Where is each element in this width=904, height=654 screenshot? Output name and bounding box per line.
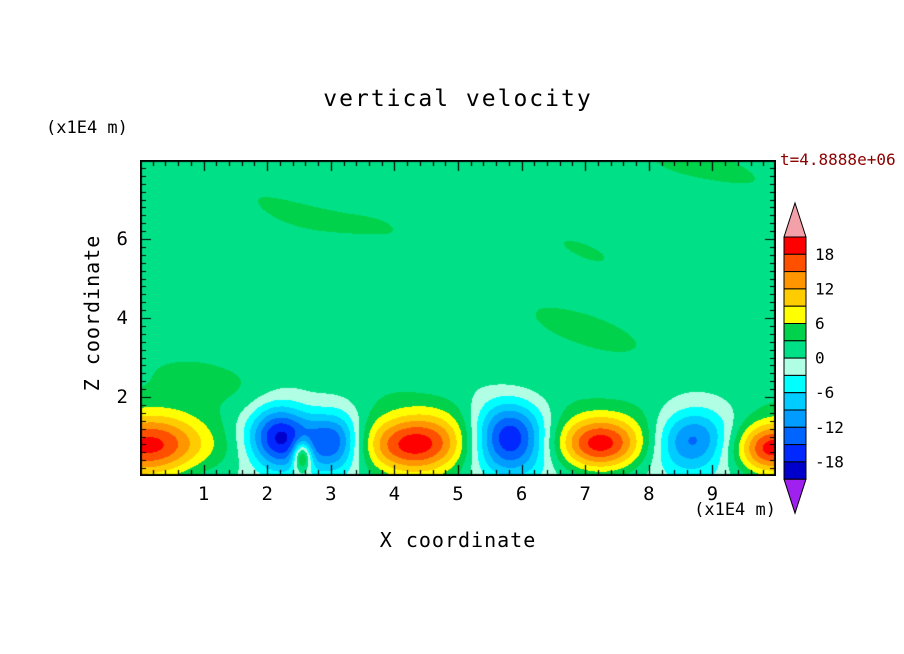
plot-title: vertical velocity: [323, 86, 593, 112]
colorbar-band: [783, 323, 807, 342]
time-annotation: t=4.8888e+06: [780, 150, 896, 169]
colorbar-tick-label: 0: [815, 349, 825, 368]
colorbar-band: [783, 444, 807, 463]
colorbar-band: [783, 236, 807, 255]
colorbar-tick-label: -18: [815, 452, 844, 471]
y-tick-label: 4: [116, 307, 128, 329]
colorbar-band: [783, 392, 807, 411]
x-tick-label: 8: [643, 483, 655, 505]
y-axis-title: Z coordinate: [80, 234, 104, 392]
x-tick-label: 7: [579, 483, 591, 505]
x-axis-title: X coordinate: [379, 528, 537, 552]
x-tick-label: 4: [388, 483, 401, 505]
contour-field-canvas: [140, 160, 776, 476]
x-tick-label: 9: [706, 483, 719, 505]
x-tick-label: 1: [197, 483, 210, 505]
colorbar: 18 12 6 0 -6 -12 -18: [783, 201, 844, 515]
colorbar-band: [783, 461, 807, 480]
x-tick-label: 3: [325, 483, 337, 505]
colorbar-band: [783, 357, 807, 376]
colorbar-band: [783, 271, 807, 290]
x-axis-units-label: (x1E4 m): [694, 500, 776, 520]
colorbar-band: [783, 374, 807, 394]
colorbar-under-arrow: [783, 478, 807, 515]
colorbar-band: [783, 340, 807, 359]
colorbar-tick-label: -6: [815, 383, 834, 402]
colorbar-tick-label: 12: [815, 279, 834, 298]
colorbar-band: [783, 288, 807, 307]
colorbar-band: [783, 305, 807, 324]
x-tick-label: 6: [515, 483, 528, 505]
colorbar-over-arrow: [783, 201, 807, 238]
x-tick-label: 5: [452, 483, 464, 505]
colorbar-tick-label: 6: [815, 314, 825, 333]
colorbar-tick-label: -12: [815, 418, 844, 437]
x-tick-label: 2: [261, 483, 273, 505]
y-tick-label: 2: [116, 386, 128, 408]
y-axis-units-label: (x1E4 m): [46, 118, 128, 138]
colorbar-band: [783, 426, 807, 446]
colorbar-band: [783, 409, 807, 428]
y-tick-label: 6: [116, 228, 128, 250]
colorbar-band: [783, 253, 807, 273]
colorbar-tick-label: 18: [815, 245, 834, 264]
